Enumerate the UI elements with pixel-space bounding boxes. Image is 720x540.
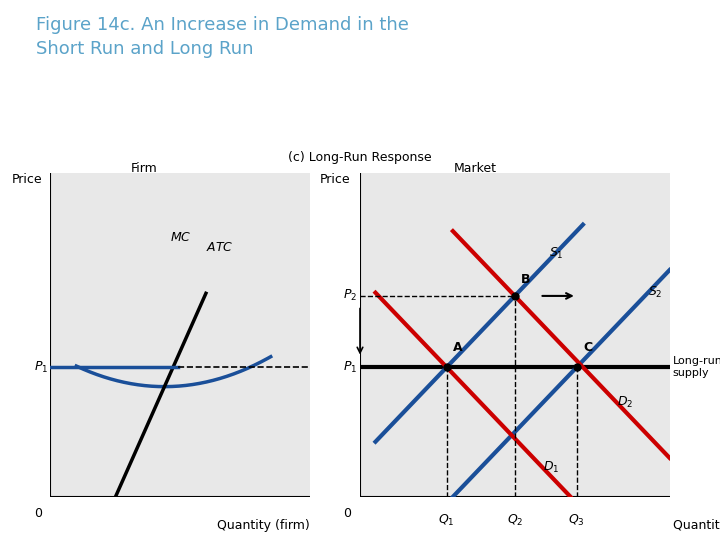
Text: Figure 14c. An Increase in Demand in the
Short Run and Long Run: Figure 14c. An Increase in Demand in the…: [36, 16, 409, 58]
Text: $ATC$: $ATC$: [206, 241, 233, 254]
Text: $P_1$: $P_1$: [34, 360, 48, 375]
Text: $Q_1$: $Q_1$: [438, 513, 455, 528]
Text: Quantity (market): Quantity (market): [672, 519, 720, 532]
Text: Market: Market: [454, 162, 497, 175]
Text: $P_1$: $P_1$: [343, 360, 357, 375]
Text: B: B: [521, 273, 531, 286]
Text: $D_1$: $D_1$: [543, 460, 559, 475]
Text: $S_2$: $S_2$: [648, 285, 662, 300]
Text: Long-run
supply: Long-run supply: [672, 356, 720, 378]
Text: 0: 0: [343, 507, 351, 519]
Text: Firm: Firm: [130, 162, 158, 175]
Text: $P_2$: $P_2$: [343, 288, 357, 303]
Text: Quantity (firm): Quantity (firm): [217, 519, 310, 532]
Text: 0: 0: [35, 507, 42, 519]
Text: $Q_2$: $Q_2$: [507, 513, 523, 528]
Text: $Q_3$: $Q_3$: [568, 513, 585, 528]
Text: $MC$: $MC$: [170, 231, 191, 244]
Text: C: C: [583, 341, 592, 354]
Text: $S_1$: $S_1$: [549, 246, 564, 261]
Text: $D_2$: $D_2$: [617, 395, 633, 410]
Text: Price: Price: [12, 173, 42, 186]
Text: Price: Price: [320, 173, 351, 186]
Text: A: A: [453, 341, 462, 354]
Text: (c) Long-Run Response: (c) Long-Run Response: [288, 151, 432, 164]
